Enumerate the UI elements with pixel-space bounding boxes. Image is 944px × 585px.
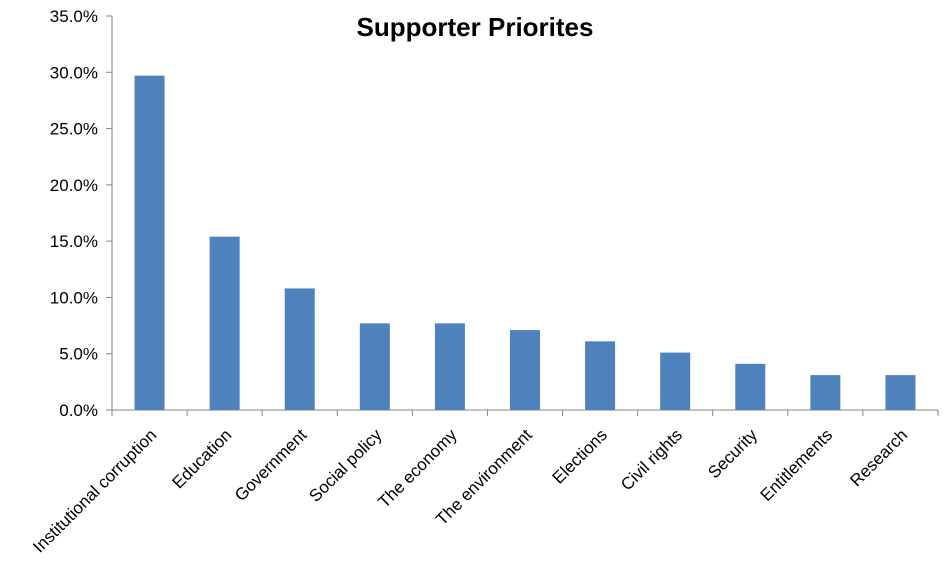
x-category-label: Government xyxy=(231,425,311,505)
y-tick-label: 10.0% xyxy=(50,288,98,307)
x-category-label: Research xyxy=(846,425,911,490)
chart-title: Supporter Priorites xyxy=(357,12,594,42)
x-category-label: Social policy xyxy=(305,425,386,506)
y-tick-label: 20.0% xyxy=(50,176,98,195)
bar xyxy=(660,352,691,410)
bar xyxy=(810,375,841,410)
y-tick-label: 15.0% xyxy=(50,232,98,251)
x-category-label: Education xyxy=(169,425,236,492)
bar xyxy=(284,288,315,410)
bar xyxy=(510,330,540,410)
x-axis-labels: Institutional corruption EducationGovernm… xyxy=(29,425,911,556)
bar xyxy=(434,323,465,410)
bar xyxy=(885,375,916,410)
bar xyxy=(735,363,766,410)
y-axis-ticks: 0.0% 5.0% 10.0% 15.0% 20.0% 25.0% 30.0% 35.0% xyxy=(50,7,98,420)
x-category-label: Institutional corruption xyxy=(29,425,160,556)
y-tick-label: 30.0% xyxy=(50,63,98,82)
x-category-label: Elections xyxy=(549,425,611,487)
bars xyxy=(134,75,916,411)
bar xyxy=(209,236,240,410)
bar xyxy=(585,341,616,410)
x-category-label: Security xyxy=(704,425,761,482)
y-tick-label: 25.0% xyxy=(50,120,98,139)
bar xyxy=(134,75,165,411)
y-tick-label: 0.0% xyxy=(59,401,98,420)
y-tick-label: 5.0% xyxy=(59,345,98,364)
x-category-label: Civil rights xyxy=(617,425,686,494)
y-tick-label: 35.0% xyxy=(50,7,98,26)
bar xyxy=(359,323,390,410)
x-category-label: Entitlements xyxy=(757,425,837,505)
